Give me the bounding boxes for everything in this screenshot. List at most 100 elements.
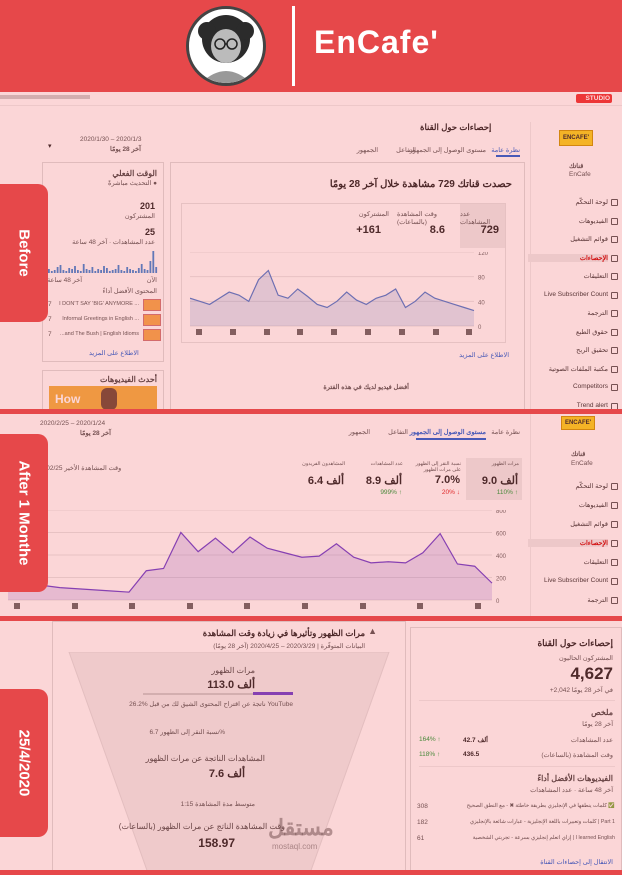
realtime-bar bbox=[140, 264, 143, 273]
nav-icon bbox=[611, 273, 618, 280]
chart-area bbox=[190, 270, 474, 326]
nav-item-3[interactable]: الإحصاءات bbox=[528, 253, 608, 262]
top-video-row[interactable]: ...and The Bush | English Idioms 7 bbox=[45, 329, 163, 342]
metric-tab-subscribers[interactable]: المشتركون +161 bbox=[356, 211, 389, 236]
topbar-search[interactable] bbox=[0, 95, 90, 99]
top-video-row[interactable]: إزاي اتعلم إنجليزي بسرعة - تجربتي الشخصي… bbox=[417, 835, 615, 842]
video-thumbnail bbox=[143, 314, 161, 326]
tab-audience[interactable]: الجمهور bbox=[348, 429, 370, 436]
y-tick-label: 40 bbox=[478, 300, 485, 306]
tab-reach[interactable]: مستوى الوصول إلى الجمهور bbox=[409, 429, 486, 436]
nav-item-2[interactable]: قوائم التشغيل bbox=[570, 521, 608, 528]
realtime-bar bbox=[129, 269, 131, 273]
video-marker bbox=[14, 603, 20, 609]
date-section: مرات الظهور وتأثيرها في زيادة وقت المشاه… bbox=[0, 621, 622, 875]
nav-icon bbox=[611, 521, 618, 528]
nav-item-3[interactable]: الإحصاءات bbox=[528, 539, 608, 547]
reach-metric[interactable]: المشاهدون الفريدون 6.4 ألف bbox=[302, 461, 345, 487]
reach-metric[interactable]: نسبة النقر إلى الظهور على مرات الظهور 7.0… bbox=[415, 461, 461, 496]
video-marker bbox=[365, 329, 371, 335]
nav-item-0[interactable]: لوحة التحكّم bbox=[575, 199, 608, 206]
top-video-row[interactable]: كلمات ينطقها في الإنجليزي بطريقة خاطئة ✖… bbox=[417, 803, 615, 810]
impression-views-value: 7.6 ألف bbox=[208, 768, 245, 780]
tab-overview[interactable]: نظرة عامة bbox=[491, 429, 520, 436]
tab-engagement[interactable]: التفاعل bbox=[388, 429, 408, 436]
realtime-bar bbox=[94, 271, 97, 273]
subscribers-value: +161 bbox=[356, 224, 381, 236]
tab-audience[interactable]: الجمهور bbox=[356, 147, 378, 154]
realtime-bar bbox=[100, 270, 102, 273]
brand-name: EnCafe' bbox=[314, 24, 439, 60]
realtime-views: 25 bbox=[144, 227, 155, 237]
nav-item-0[interactable]: لوحة التحكّم bbox=[575, 483, 608, 490]
nav-item-10[interactable]: Competitors bbox=[572, 383, 608, 390]
overview-headline: حصدت قناتك 729 مشاهدة خلال آخر 28 يومًا bbox=[329, 179, 512, 190]
brand-header: EnCafe' bbox=[0, 0, 622, 92]
impressions-value: 113.0 ألف bbox=[207, 679, 255, 691]
realtime-bar bbox=[65, 271, 68, 273]
realtime-bar bbox=[82, 264, 85, 273]
nav-item-2[interactable]: قوائم التشغيل bbox=[570, 236, 608, 243]
realtime-bar bbox=[85, 269, 88, 273]
realtime-bar bbox=[68, 268, 71, 273]
realtime-bar bbox=[79, 271, 82, 273]
nav-item-1[interactable]: الفيديوهات bbox=[578, 217, 608, 225]
y-tick-label: 120 bbox=[478, 252, 489, 257]
nav-item-6[interactable]: الترجمة bbox=[587, 597, 608, 604]
nav-icon bbox=[611, 217, 618, 225]
top-video-row[interactable]: Informal Greetings in English ... 7 bbox=[45, 314, 163, 327]
funnel-card: مرات الظهور وتأثيرها في زيادة وقت المشاه… bbox=[52, 621, 406, 875]
video-thumbnail bbox=[143, 299, 161, 311]
see-more-link[interactable]: الاطلاع على المزيد bbox=[459, 352, 509, 359]
nav-item-4[interactable]: التعليقات bbox=[583, 559, 608, 566]
nav-item-5[interactable]: Live Subscriber Count bbox=[544, 577, 608, 584]
video-marker bbox=[399, 329, 405, 335]
nav-item-6[interactable]: الترجمة bbox=[587, 310, 608, 317]
funnel-shape bbox=[68, 652, 390, 875]
realtime-bar bbox=[77, 270, 79, 273]
left-nav: ENCAFE' قناتك EnCafe لوحة التحكّم الفيديو… bbox=[528, 122, 622, 410]
realtime-bar bbox=[155, 267, 158, 273]
studio-topbar: STUDIO bbox=[0, 92, 622, 106]
nav-item-9[interactable]: مكتبة الملفات الصوتية bbox=[548, 365, 608, 373]
nav-item-5[interactable]: Live Subscriber Count bbox=[544, 290, 608, 298]
realtime-bar bbox=[123, 271, 126, 273]
tabs: نظرة عامة مستوى الوصول إلى الجمهور التفا… bbox=[320, 144, 520, 157]
channel-label: قناتك bbox=[569, 163, 584, 170]
watchtime-value: 8.6 bbox=[429, 224, 445, 236]
realtime-bar bbox=[135, 271, 137, 273]
views-chart: 120 80 40 0 bbox=[190, 252, 489, 335]
realtime-bar bbox=[120, 270, 123, 273]
top-video-row[interactable]: كلمات وتعبيرات باللغة الإنجليزية - عبارا… bbox=[417, 819, 615, 826]
nav-item-1[interactable]: الفيديوهات bbox=[578, 502, 608, 509]
metric-tab-watchtime[interactable]: وقت المشاهدة (بالساعات) 8.6 bbox=[397, 211, 445, 236]
channel-logo: ENCAFE' bbox=[559, 130, 593, 146]
tab-overview[interactable]: نظرة عامة bbox=[491, 147, 520, 154]
chevron-down-icon[interactable]: ▾ bbox=[48, 143, 52, 150]
nav-icon bbox=[611, 365, 618, 373]
reach-metric[interactable]: مرات الظهور 9.0 ألف 110% ↑ bbox=[466, 458, 522, 500]
nav-item-8[interactable]: تحقيق الربح bbox=[576, 347, 608, 354]
latest-video-thumbnail[interactable]: How bbox=[49, 386, 157, 410]
tab-engagement[interactable]: التفاعل bbox=[396, 147, 416, 154]
realtime-bar bbox=[97, 269, 100, 273]
metric-tab-views[interactable]: عدد المشاهدات 729 bbox=[460, 204, 505, 248]
nav-icon bbox=[611, 254, 618, 262]
top-video-row[interactable]: I DON'T SAY 'BIG' ANYMORE ... 7 bbox=[45, 299, 163, 312]
youtube-logo-icon bbox=[576, 94, 612, 103]
channel-analytics-link[interactable]: الانتقال إلى إحصاءات القناة bbox=[540, 859, 613, 866]
nav-icon bbox=[611, 502, 618, 509]
video-marker bbox=[129, 603, 135, 609]
nav-icon bbox=[611, 199, 618, 206]
nav-item-7[interactable]: حقوق الطبع bbox=[575, 328, 608, 336]
nav-item-4[interactable]: التعليقات bbox=[583, 273, 608, 280]
date-range[interactable]: 2020/2/25 – 2020/1/24 bbox=[40, 420, 106, 427]
reach-metric[interactable]: عدد المشاهدات 8.9 ألف 999% ↑ bbox=[365, 461, 403, 496]
realtime-bar bbox=[132, 270, 134, 273]
tab-reach[interactable]: مستوى الوصول إلى الجمهور bbox=[409, 147, 486, 154]
realtime-bar bbox=[103, 266, 105, 273]
date-range[interactable]: 2020/1/30 – 2020/1/3 bbox=[80, 136, 142, 143]
realtime-bar bbox=[108, 271, 111, 273]
nav-item-11[interactable]: Trend alert bbox=[576, 401, 608, 409]
realtime-more-link[interactable]: الاطلاع على المزيد bbox=[89, 350, 139, 357]
